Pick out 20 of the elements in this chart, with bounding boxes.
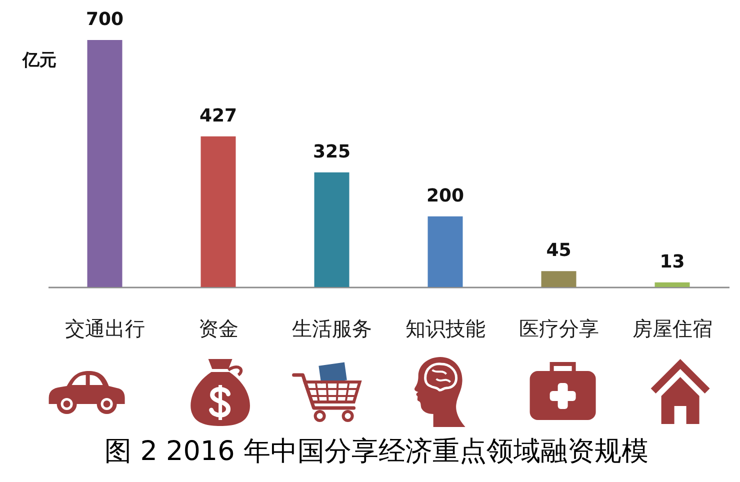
data-label: 45: [546, 240, 572, 262]
y-axis-title: 亿元: [22, 50, 56, 70]
data-label: 200: [426, 185, 464, 206]
bar: [428, 216, 463, 287]
bar: [654, 282, 690, 287]
bar: [314, 172, 350, 287]
x-tick-label: 知识技能: [405, 316, 486, 340]
text: 图 2 2016 年中国分享经济重点领域融资规模: [104, 436, 648, 467]
data-label: 325: [312, 141, 351, 162]
bar: [87, 40, 122, 287]
x-tick-label: 交通出行: [64, 316, 145, 340]
x-tick-label: 房屋住宿: [632, 316, 712, 340]
bar: [200, 136, 236, 287]
bar: [541, 271, 576, 287]
x-tick-label: 资金: [198, 316, 238, 340]
x-tick-label: 生活服务: [292, 316, 372, 340]
data-label: 427: [199, 105, 238, 126]
data-label: 13: [660, 251, 685, 272]
x-tick-label: 医疗分享: [518, 316, 599, 340]
data-label: 700: [86, 9, 124, 30]
